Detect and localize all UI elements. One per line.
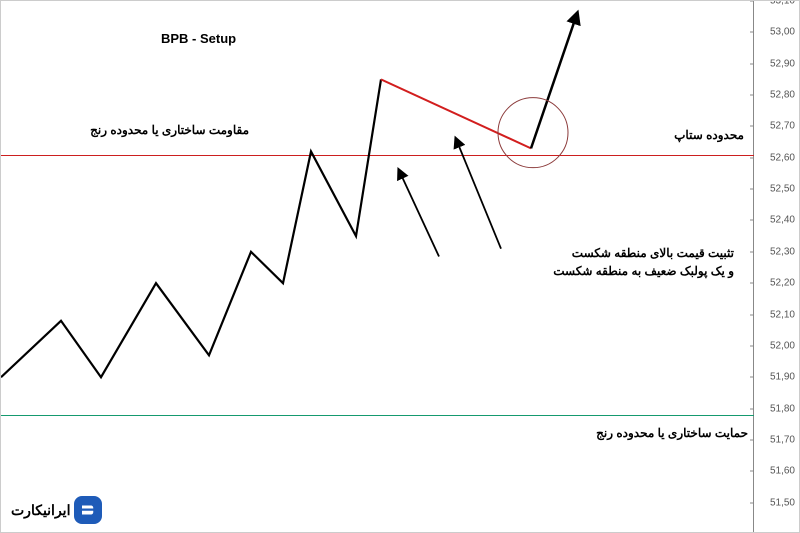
annotation-arrow-1 (399, 170, 439, 256)
brand-text: ایرانیکارت (11, 502, 70, 519)
setup-circle (498, 98, 568, 168)
annotation-text: تثبیت قیمت بالای منطقه شکست و یک پولبک ض… (553, 244, 734, 280)
brand-logo: ایرانیکارت (11, 496, 102, 524)
y-axis-tick-label: 51,60 (770, 466, 795, 477)
breakout-arrow (531, 17, 576, 149)
y-axis-tick-mark (750, 471, 754, 472)
y-axis-tick-label: 53,00 (770, 27, 795, 38)
brand-icon (74, 496, 102, 524)
y-axis-tick-mark (750, 95, 754, 96)
support-label: حمایت ساختاری یا محدوده رنج (596, 426, 748, 440)
y-axis-tick-label: 52,70 (770, 121, 795, 132)
chart-container: 53,10 53,00 52,90 52,80 52,70 52,60 52,50 52,40… (0, 0, 800, 533)
y-axis-tick-label: 52,10 (770, 309, 795, 320)
y-axis-tick-label: 52,90 (770, 58, 795, 69)
y-axis-tick-mark (750, 314, 754, 315)
annotation-line-1: تثبیت قیمت بالای منطقه شکست (553, 244, 734, 262)
y-axis-tick-label: 52,60 (770, 152, 795, 163)
y-axis-tick-mark (750, 345, 754, 346)
y-axis-tick-mark (750, 220, 754, 221)
y-axis-tick-mark (750, 1, 754, 2)
y-axis-tick-label: 52,20 (770, 278, 795, 289)
annotation-line-2: و یک پولبک ضعیف به منطقه شکست (553, 262, 734, 280)
y-axis-tick-label: 52,00 (770, 340, 795, 351)
y-axis-tick-mark (750, 408, 754, 409)
pullback-segment (381, 79, 531, 148)
y-axis-tick-mark (750, 377, 754, 378)
y-axis-tick-mark (750, 126, 754, 127)
support-line (1, 415, 754, 417)
chart-title: BPB - Setup (161, 31, 236, 46)
y-axis-tick-mark (750, 32, 754, 33)
y-axis-tick-label: 51,70 (770, 434, 795, 445)
y-axis-tick-label: 52,30 (770, 246, 795, 257)
y-axis-tick-label: 52,50 (770, 184, 795, 195)
y-axis-tick-label: 51,80 (770, 403, 795, 414)
y-axis-tick-label: 52,80 (770, 90, 795, 101)
resistance-line (1, 155, 754, 157)
y-axis-tick-label: 51,50 (770, 497, 795, 508)
resistance-label: مقاومت ساختاری یا محدوده رنج (90, 123, 249, 137)
y-axis-tick-label: 53,10 (770, 0, 795, 7)
y-axis-tick-mark (750, 189, 754, 190)
y-axis-tick-label: 52,40 (770, 215, 795, 226)
y-axis-tick-mark (750, 157, 754, 158)
y-axis: 53,10 53,00 52,90 52,80 52,70 52,60 52,50 52,40… (753, 1, 799, 532)
y-axis-tick-mark (750, 502, 754, 503)
y-axis-tick-mark (750, 283, 754, 284)
y-axis-tick-mark (750, 63, 754, 64)
y-axis-tick-mark (750, 439, 754, 440)
setup-area-label: محدوده ستاپ (674, 128, 744, 142)
y-axis-tick-mark (750, 251, 754, 252)
y-axis-tick-label: 51,90 (770, 372, 795, 383)
